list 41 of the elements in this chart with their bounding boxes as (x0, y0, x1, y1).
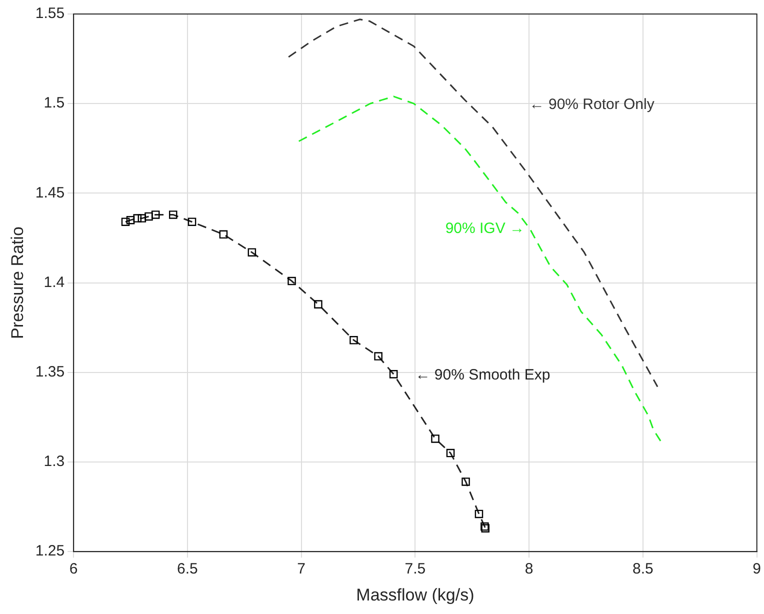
annotation: ← 90% Smooth Exp (415, 366, 550, 384)
annotation: 90% IGV → (445, 220, 525, 238)
point (481, 524, 490, 532)
point (480, 522, 489, 531)
y-tick-label: 1.35 (35, 364, 65, 381)
point (219, 230, 228, 239)
y-tick-label: 1.5 (44, 94, 65, 112)
x-tick-label: 7.5 (404, 560, 426, 578)
point (168, 210, 178, 219)
point (431, 434, 440, 443)
point (138, 214, 146, 222)
y-tick-label: 1.45 (35, 184, 65, 202)
x-tick-label: 9 (752, 560, 761, 578)
point (288, 276, 296, 286)
point (121, 218, 130, 226)
point (151, 210, 160, 219)
point (133, 214, 142, 222)
y-axis-title: Pressure Ratio (8, 226, 27, 340)
x-tick-label: 6 (69, 560, 78, 578)
point (126, 216, 135, 224)
point (248, 248, 256, 256)
point (462, 478, 470, 486)
line-series (288, 18, 658, 388)
x-axis-title: Massflow (kg/s) (356, 585, 474, 604)
point (446, 448, 455, 458)
y-tick-label: 1.4 (44, 274, 65, 291)
x-tick-label: 7 (297, 560, 306, 578)
point (314, 300, 322, 308)
y-tick-label: 1.25 (35, 542, 65, 560)
y-tick-label: 1.3 (44, 453, 65, 470)
x-tick-label: 8.5 (632, 560, 654, 578)
x-tick-label: 6.5 (177, 560, 198, 578)
point (350, 336, 358, 344)
y-tick-label: 1.55 (35, 5, 65, 22)
point (389, 370, 398, 378)
point (144, 212, 153, 221)
annotation: ← 90% Rotor Only (529, 96, 655, 113)
point (474, 510, 484, 518)
point (188, 218, 196, 226)
point (374, 352, 382, 360)
x-tick-label: 8 (524, 560, 534, 578)
